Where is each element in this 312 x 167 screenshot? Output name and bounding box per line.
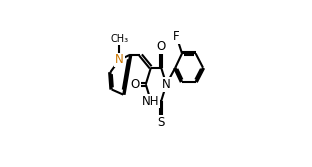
Text: N: N xyxy=(162,78,171,91)
Text: S: S xyxy=(158,116,165,129)
Text: F: F xyxy=(173,30,180,43)
Text: O: O xyxy=(157,40,166,53)
Text: NH: NH xyxy=(142,95,160,108)
Text: O: O xyxy=(131,78,140,91)
Text: N: N xyxy=(115,53,124,66)
Text: CH₃: CH₃ xyxy=(110,34,129,44)
